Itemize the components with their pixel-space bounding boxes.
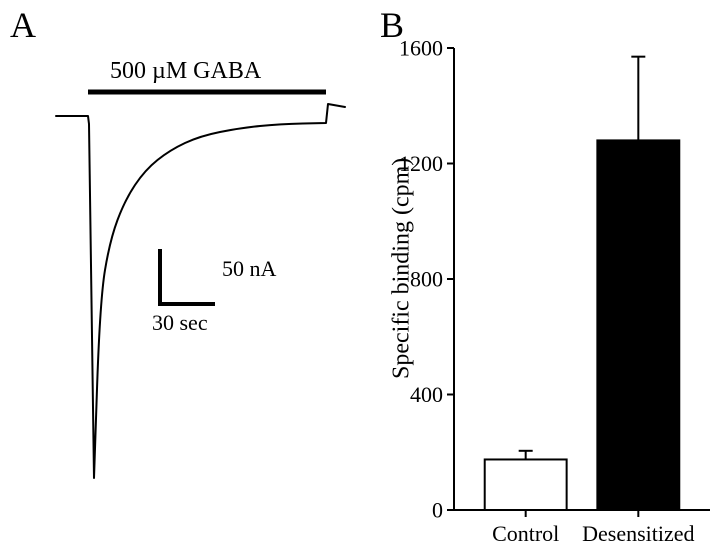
svg-text:0: 0 xyxy=(432,498,443,523)
chart-ylabel: Specific binding (cpm) xyxy=(389,179,416,379)
panel-a-trace xyxy=(0,0,360,520)
svg-text:400: 400 xyxy=(410,382,443,407)
svg-text:1600: 1600 xyxy=(399,36,443,61)
svg-text:Control: Control xyxy=(492,521,559,546)
panel-b-chart: 040080012001600ControlDesensitized xyxy=(380,0,720,554)
svg-text:Desensitized: Desensitized xyxy=(582,521,694,546)
